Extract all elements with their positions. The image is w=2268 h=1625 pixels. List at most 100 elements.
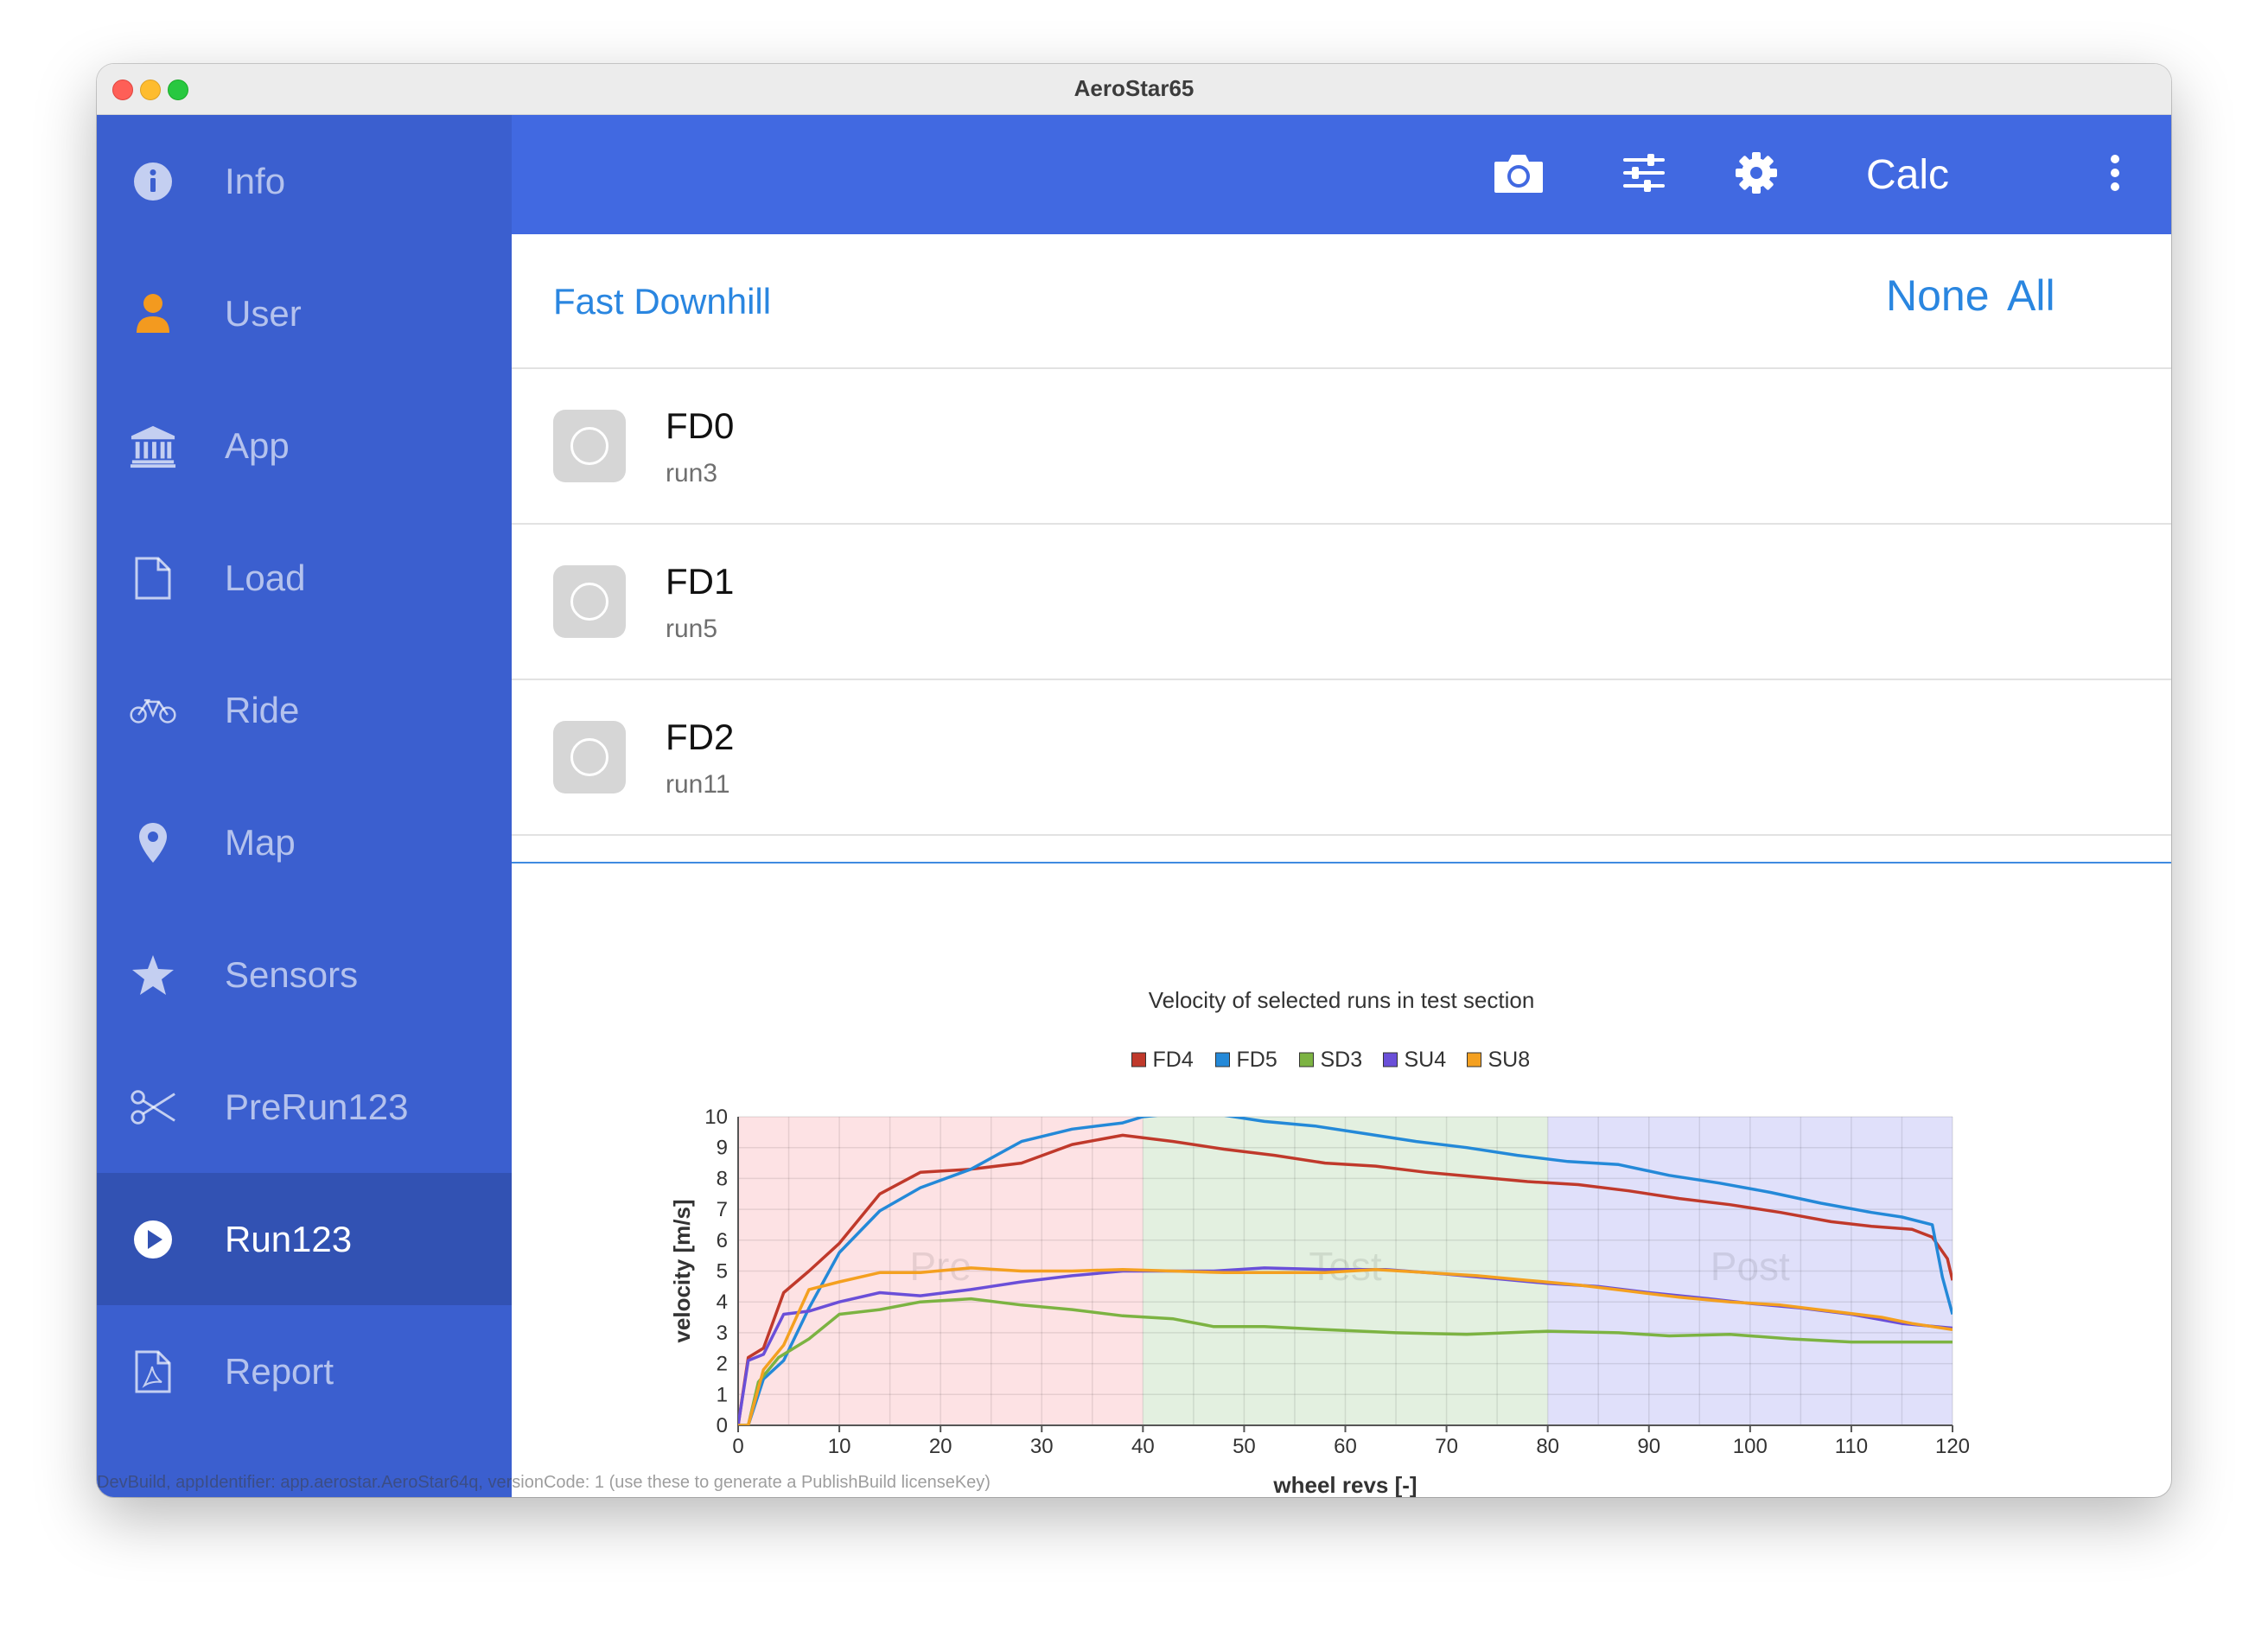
list-item[interactable]: FD2 run11 [512,680,2171,836]
x-tick-label: 80 [1536,1435,1559,1458]
run-checkbox[interactable] [553,410,626,482]
x-tick-label: 120 [1935,1435,1970,1458]
sidebar-item-user[interactable]: User [97,247,512,379]
zoom-window-button[interactable] [168,80,188,100]
run-title: FD2 [666,717,735,757]
y-tick-label: 8 [717,1167,728,1190]
list-header: Fast Downhill None All [512,234,2171,369]
run-checkbox[interactable] [553,565,626,638]
series-line [738,1117,1953,1425]
sidebar-item-load[interactable]: Load [97,512,512,644]
series-line [738,1133,1953,1425]
y-tick-label: 5 [717,1260,728,1284]
user-icon [130,290,176,337]
gear-icon [1735,151,1778,199]
sidebar-item-label: PreRun123 [225,1086,409,1127]
title-bar: AeroStar65 [97,64,2171,115]
sidebar-item-ride[interactable]: Ride [97,644,512,776]
x-tick-label: 110 [1835,1435,1868,1458]
top-toolbar: Calc [512,115,2171,234]
run-subtitle: run11 [666,770,730,799]
x-axis-label: wheel revs [-] [1272,1472,1417,1497]
list-item[interactable]: FD0 run3 [512,369,2171,525]
legend-swatch [1299,1052,1314,1067]
play-circle-icon [130,1216,176,1263]
sidebar-item-run123[interactable]: Run123 [97,1173,512,1305]
legend-label: SU8 [1488,1048,1531,1072]
build-info-text: DevBuild, appIdentifier: app.aerostar.Ae… [97,1473,991,1492]
x-tick-label: 10 [828,1435,851,1458]
sidebar: Info User App Load Ride [97,115,512,1497]
sidebar-item-app[interactable]: App [97,379,512,512]
chart-panel: Pre Test Post 0 10 20 30 40 50 60 70 80 90 100 110 120 0… [512,863,2171,1497]
app-window: AeroStar65 Info User App Load [97,64,2171,1497]
y-tick-label: 2 [717,1353,728,1376]
run-title: FD1 [666,561,735,602]
more-vertical-icon [2109,154,2121,196]
y-axis-label: velocity [m/s] [669,1199,695,1342]
y-tick-label: 1 [717,1383,728,1406]
select-all-button[interactable]: All [2007,271,2055,320]
bicycle-icon [130,687,176,734]
list-item[interactable]: FD1 run5 [512,525,2171,680]
file-icon [130,555,176,602]
camera-icon [1493,151,1545,199]
legend-label: SD3 [1321,1048,1363,1072]
x-tick-label: 70 [1435,1435,1458,1458]
sidebar-item-label: Report [225,1350,334,1392]
sidebar-item-label: User [225,292,302,334]
sidebar-item-map[interactable]: Map [97,776,512,908]
sidebar-item-report[interactable]: Report [97,1305,512,1437]
map-pin-icon [130,819,176,866]
y-tick-label: 4 [717,1290,728,1314]
calc-button[interactable]: Calc [1865,151,1950,198]
x-tick-label: 0 [732,1435,743,1458]
run-subtitle: run5 [666,615,718,643]
scissors-icon [130,1084,176,1131]
sidebar-item-label: Map [225,821,296,863]
sidebar-item-label: Ride [225,689,300,730]
legend-label: SU4 [1405,1048,1447,1072]
filter-settings-button[interactable] [1614,144,1674,205]
legend-label: FD4 [1153,1048,1194,1072]
legend-swatch [1215,1052,1230,1067]
run-subtitle: run3 [666,459,718,488]
series-line [738,1297,1953,1425]
x-tick-label: 40 [1131,1435,1155,1458]
sidebar-item-label: Run123 [225,1218,353,1259]
chart-title: Velocity of selected runs in test sectio… [1149,987,1535,1013]
y-tick-label: 6 [717,1229,728,1252]
y-tick-label: 7 [717,1198,728,1221]
x-tick-label: 50 [1233,1435,1256,1458]
y-tick-label: 10 [704,1106,728,1129]
info-icon [130,158,176,205]
more-menu-button[interactable] [2098,144,2132,205]
camera-button[interactable] [1488,144,1549,205]
sidebar-item-sensors[interactable]: Sensors [97,908,512,1041]
series-line [738,1266,1953,1425]
y-tick-label: 0 [717,1414,728,1437]
sidebar-item-info[interactable]: Info [97,115,512,247]
circle-icon [570,583,608,621]
section-label: Test [1309,1244,1382,1289]
section-label: Post [1711,1244,1790,1289]
legend-label: FD5 [1237,1048,1277,1072]
x-tick-label: 20 [929,1435,952,1458]
section-label: Pre [909,1244,972,1289]
panel-divider[interactable] [512,862,2171,863]
sidebar-item-prerun123[interactable]: PreRun123 [97,1041,512,1173]
run-title: FD0 [666,405,735,446]
group-title: Fast Downhill [553,281,772,322]
select-none-button[interactable]: None [1886,271,1990,320]
pdf-file-icon [130,1348,176,1395]
sidebar-item-label: Load [225,557,306,598]
minimize-window-button[interactable] [140,80,161,100]
y-tick-label: 9 [717,1137,728,1160]
window-title: AeroStar65 [1073,75,1195,101]
settings-button[interactable] [1726,144,1787,205]
run-checkbox[interactable] [553,721,626,793]
x-tick-label: 60 [1334,1435,1357,1458]
sidebar-item-label: App [225,424,290,466]
close-window-button[interactable] [112,80,133,100]
